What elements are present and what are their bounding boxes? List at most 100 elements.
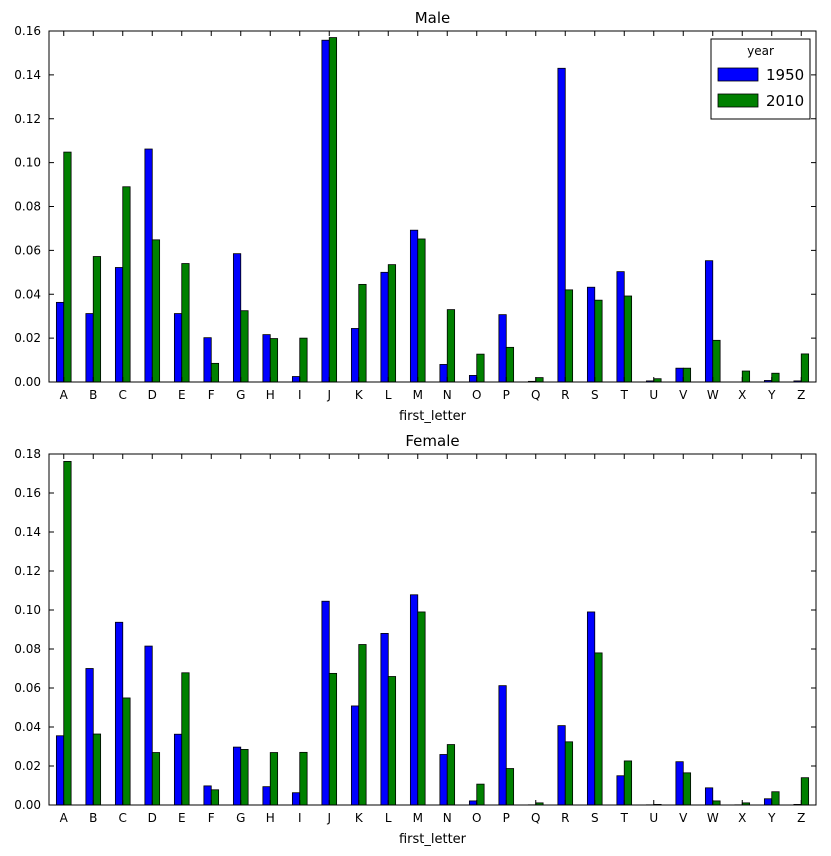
x-tick-label: C: [119, 388, 127, 402]
x-tick-label: L: [385, 811, 392, 825]
bar-2010-I: [299, 751, 308, 806]
bar-2010-K: [358, 644, 367, 806]
y-tick-label: 0.08: [14, 642, 41, 656]
bar-1950-T: [616, 775, 625, 806]
bar-1950-E: [173, 313, 183, 383]
bar-1950-H: [262, 334, 271, 383]
x-tick-label: W: [707, 811, 719, 825]
bar-2010-F: [210, 362, 220, 383]
bar-2010-E: [181, 263, 190, 383]
bar-1950-T: [616, 271, 625, 383]
x-tick-label: I: [298, 811, 302, 825]
x-tick-label: Z: [797, 811, 805, 825]
bar-1950-S: [586, 611, 596, 806]
bar-1950-K: [350, 328, 360, 383]
x-tick-label: Z: [797, 388, 805, 402]
chart-panel-female: 0.00 0.02 0.04 0.06 0.08 0.10 0.12 0.14 0.16 0.18…: [14, 432, 817, 847]
x-tick-label: T: [620, 811, 629, 825]
bar-2010-R: [564, 289, 574, 383]
legend-label-2010: 2010: [766, 92, 804, 110]
x-tick-label: A: [60, 388, 69, 402]
bar-1950-V: [675, 761, 684, 806]
y-tick-label: 0.02: [14, 759, 41, 773]
bar-2010-P: [505, 768, 515, 806]
x-tick-label: U: [649, 811, 658, 825]
bar-2010-J: [328, 672, 338, 806]
bar-1950-G: [232, 253, 242, 383]
y-tick-label: 0.10: [14, 603, 41, 617]
x-tick-label: F: [208, 388, 215, 402]
bar-2010-W: [712, 339, 721, 383]
legend-swatch-2010: [717, 93, 759, 108]
bar-1950-I: [291, 376, 301, 383]
bar-1950-F: [203, 337, 212, 383]
bar-2010-M: [417, 611, 426, 806]
plot-frame: [48, 30, 817, 383]
x-tick-label: G: [236, 388, 245, 402]
bar-1950-P: [498, 685, 507, 806]
y-tick-label: 0.12: [14, 112, 41, 126]
x-tick-label: Y: [767, 388, 776, 402]
bar-1950-R: [557, 67, 566, 383]
x-tick-label: P: [503, 388, 510, 402]
y-tick-label: 0.02: [14, 331, 41, 345]
bar-1950-V: [675, 367, 684, 383]
x-tick-label: S: [591, 388, 599, 402]
bar-1950-C: [114, 267, 124, 383]
bar-1950-D: [144, 148, 153, 383]
bar-1950-Y: [763, 798, 773, 806]
bar-2010-Y: [771, 372, 780, 383]
bar-2010-Y: [771, 791, 780, 806]
legend-label-1950: 1950: [766, 66, 804, 84]
bar-1950-L: [380, 633, 389, 806]
x-tick-label: B: [89, 388, 97, 402]
x-tick-label: J: [326, 388, 331, 402]
bar-1950-W: [704, 787, 714, 806]
legend-swatch-1950: [717, 67, 759, 82]
bar-2010-Z: [800, 353, 810, 383]
y-tick-label: 0.00: [14, 375, 41, 389]
x-tick-label: C: [119, 811, 127, 825]
bar-1950-K: [350, 705, 360, 806]
y-tick-label: 0.12: [14, 564, 41, 578]
x-tick-label: D: [148, 388, 157, 402]
y-tick-label: 0.16: [14, 24, 41, 38]
bar-1950-W: [704, 260, 714, 383]
x-tick-label: K: [355, 388, 364, 402]
bar-2010-X: [741, 370, 751, 383]
x-tick-label: K: [355, 811, 364, 825]
bar-2010-F: [210, 789, 220, 806]
y-tick-label: 0.16: [14, 486, 41, 500]
bar-2010-Q: [535, 377, 544, 383]
bar-1950-H: [262, 786, 271, 806]
bar-2010-D: [151, 239, 161, 383]
bar-1950-M: [409, 229, 419, 383]
x-tick-label: F: [208, 811, 215, 825]
x-tick-label: O: [472, 811, 481, 825]
bar-1950-A: [55, 301, 65, 383]
bar-1950-P: [498, 314, 507, 383]
x-tick-label: B: [89, 811, 97, 825]
x-tick-label: R: [561, 388, 569, 402]
bar-2010-C: [122, 697, 131, 806]
x-tick-label: U: [649, 388, 658, 402]
x-tick-label: L: [385, 388, 392, 402]
y-tick-label: 0.14: [14, 525, 41, 539]
bar-2010-M: [417, 238, 426, 383]
bar-2010-S: [594, 652, 603, 806]
bar-2010-H: [269, 338, 279, 383]
x-tick-label: D: [148, 811, 157, 825]
x-tick-label: N: [443, 811, 452, 825]
y-tick-label: 0.14: [14, 68, 41, 82]
x-axis-label: first_letter: [399, 832, 467, 847]
x-tick-label: V: [679, 811, 688, 825]
x-tick-label: N: [443, 388, 452, 402]
bar-2010-C: [122, 186, 131, 383]
x-axis-label: first_letter: [399, 409, 467, 424]
x-tick-label: X: [738, 811, 746, 825]
bar-2010-L: [387, 676, 397, 806]
bar-2010-V: [682, 772, 692, 806]
bar-1950-B: [85, 313, 94, 383]
legend: year 1950 2010: [710, 38, 811, 120]
bar-1950-J: [321, 600, 330, 806]
